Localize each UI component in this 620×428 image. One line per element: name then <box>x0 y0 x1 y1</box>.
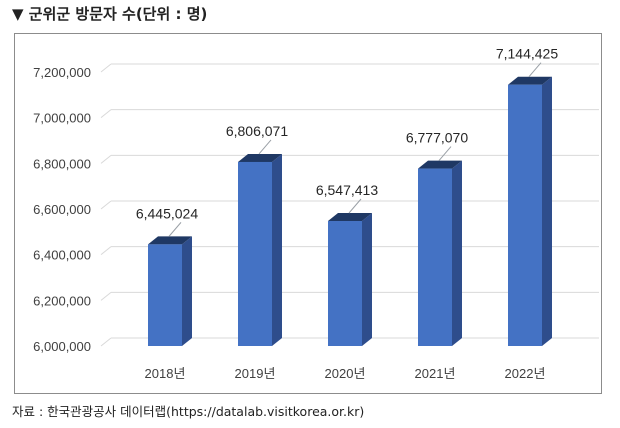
bar-top <box>148 236 192 245</box>
bar-top <box>508 76 552 85</box>
source-note: 자료 : 한국관광공사 데이터랩(https://datalab.visitko… <box>12 404 365 419</box>
bars <box>148 76 552 346</box>
data-label-leader <box>528 62 542 78</box>
x-tick-label: 2022년 <box>505 366 546 381</box>
bar-side <box>272 153 282 346</box>
data-label: 6,806,071 <box>226 123 288 139</box>
y-tick-label: 6,400,000 <box>33 248 91 263</box>
y-tick-label: 6,200,000 <box>33 293 91 308</box>
gridline-depth <box>100 337 112 347</box>
gridline-depth <box>100 154 112 164</box>
data-label: 6,445,024 <box>136 205 198 221</box>
y-axis: 6,000,000 6,200,000 6,400,000 6,600,000 6,80… <box>33 65 91 354</box>
y-tick-label: 6,800,000 <box>33 156 91 171</box>
bar <box>328 221 362 346</box>
data-label-leader <box>438 146 452 161</box>
data-label: 7,144,425 <box>496 46 558 62</box>
y-tick-label: 6,600,000 <box>33 202 91 217</box>
triangle-down-icon: ▼ <box>12 5 24 23</box>
data-labels: 6,445,024 6,806,071 6,547,413 6,777,070 7,14… <box>136 46 558 237</box>
bar-side <box>362 213 372 346</box>
data-label-leader <box>168 222 182 237</box>
bar-side <box>182 236 192 346</box>
bar <box>508 84 542 346</box>
bar-side <box>542 76 552 346</box>
data-label: 6,777,070 <box>406 130 468 146</box>
y-tick-label: 7,000,000 <box>33 111 91 126</box>
bar <box>418 168 452 346</box>
y-tick-label: 6,000,000 <box>33 339 91 354</box>
bar <box>148 244 182 346</box>
x-tick-label: 2020년 <box>325 366 366 381</box>
x-tick-label: 2019년 <box>235 366 276 381</box>
bar-top <box>328 213 372 222</box>
bar-top <box>238 153 282 162</box>
gridline-depth <box>100 291 112 301</box>
chart-frame: 6,000,000 6,200,000 6,400,000 6,600,000 6,80… <box>14 33 602 394</box>
data-label: 6,547,413 <box>316 182 378 198</box>
gridline-depth <box>100 63 112 73</box>
y-tick-label: 7,200,000 <box>33 65 91 80</box>
bar-chart: 6,000,000 6,200,000 6,400,000 6,600,000 6,80… <box>33 46 599 381</box>
x-tick-label: 2021년 <box>415 366 456 381</box>
gridline-depth <box>100 109 112 119</box>
bar-side <box>452 160 462 346</box>
x-tick-label: 2018년 <box>145 366 186 381</box>
gridline-depth <box>100 246 112 256</box>
x-axis: 2018년 2019년 2020년 2021년 2022년 <box>145 366 546 381</box>
data-label-leader <box>348 198 362 214</box>
data-label-leader <box>258 139 272 155</box>
gridline-depth <box>100 200 112 210</box>
chart-heading: ▼ 군위군 방문자 수(단위 : 명) <box>12 2 207 26</box>
heading-text: 군위군 방문자 수(단위 : 명) <box>28 5 208 23</box>
bar <box>238 161 272 346</box>
bar-top <box>418 160 462 169</box>
